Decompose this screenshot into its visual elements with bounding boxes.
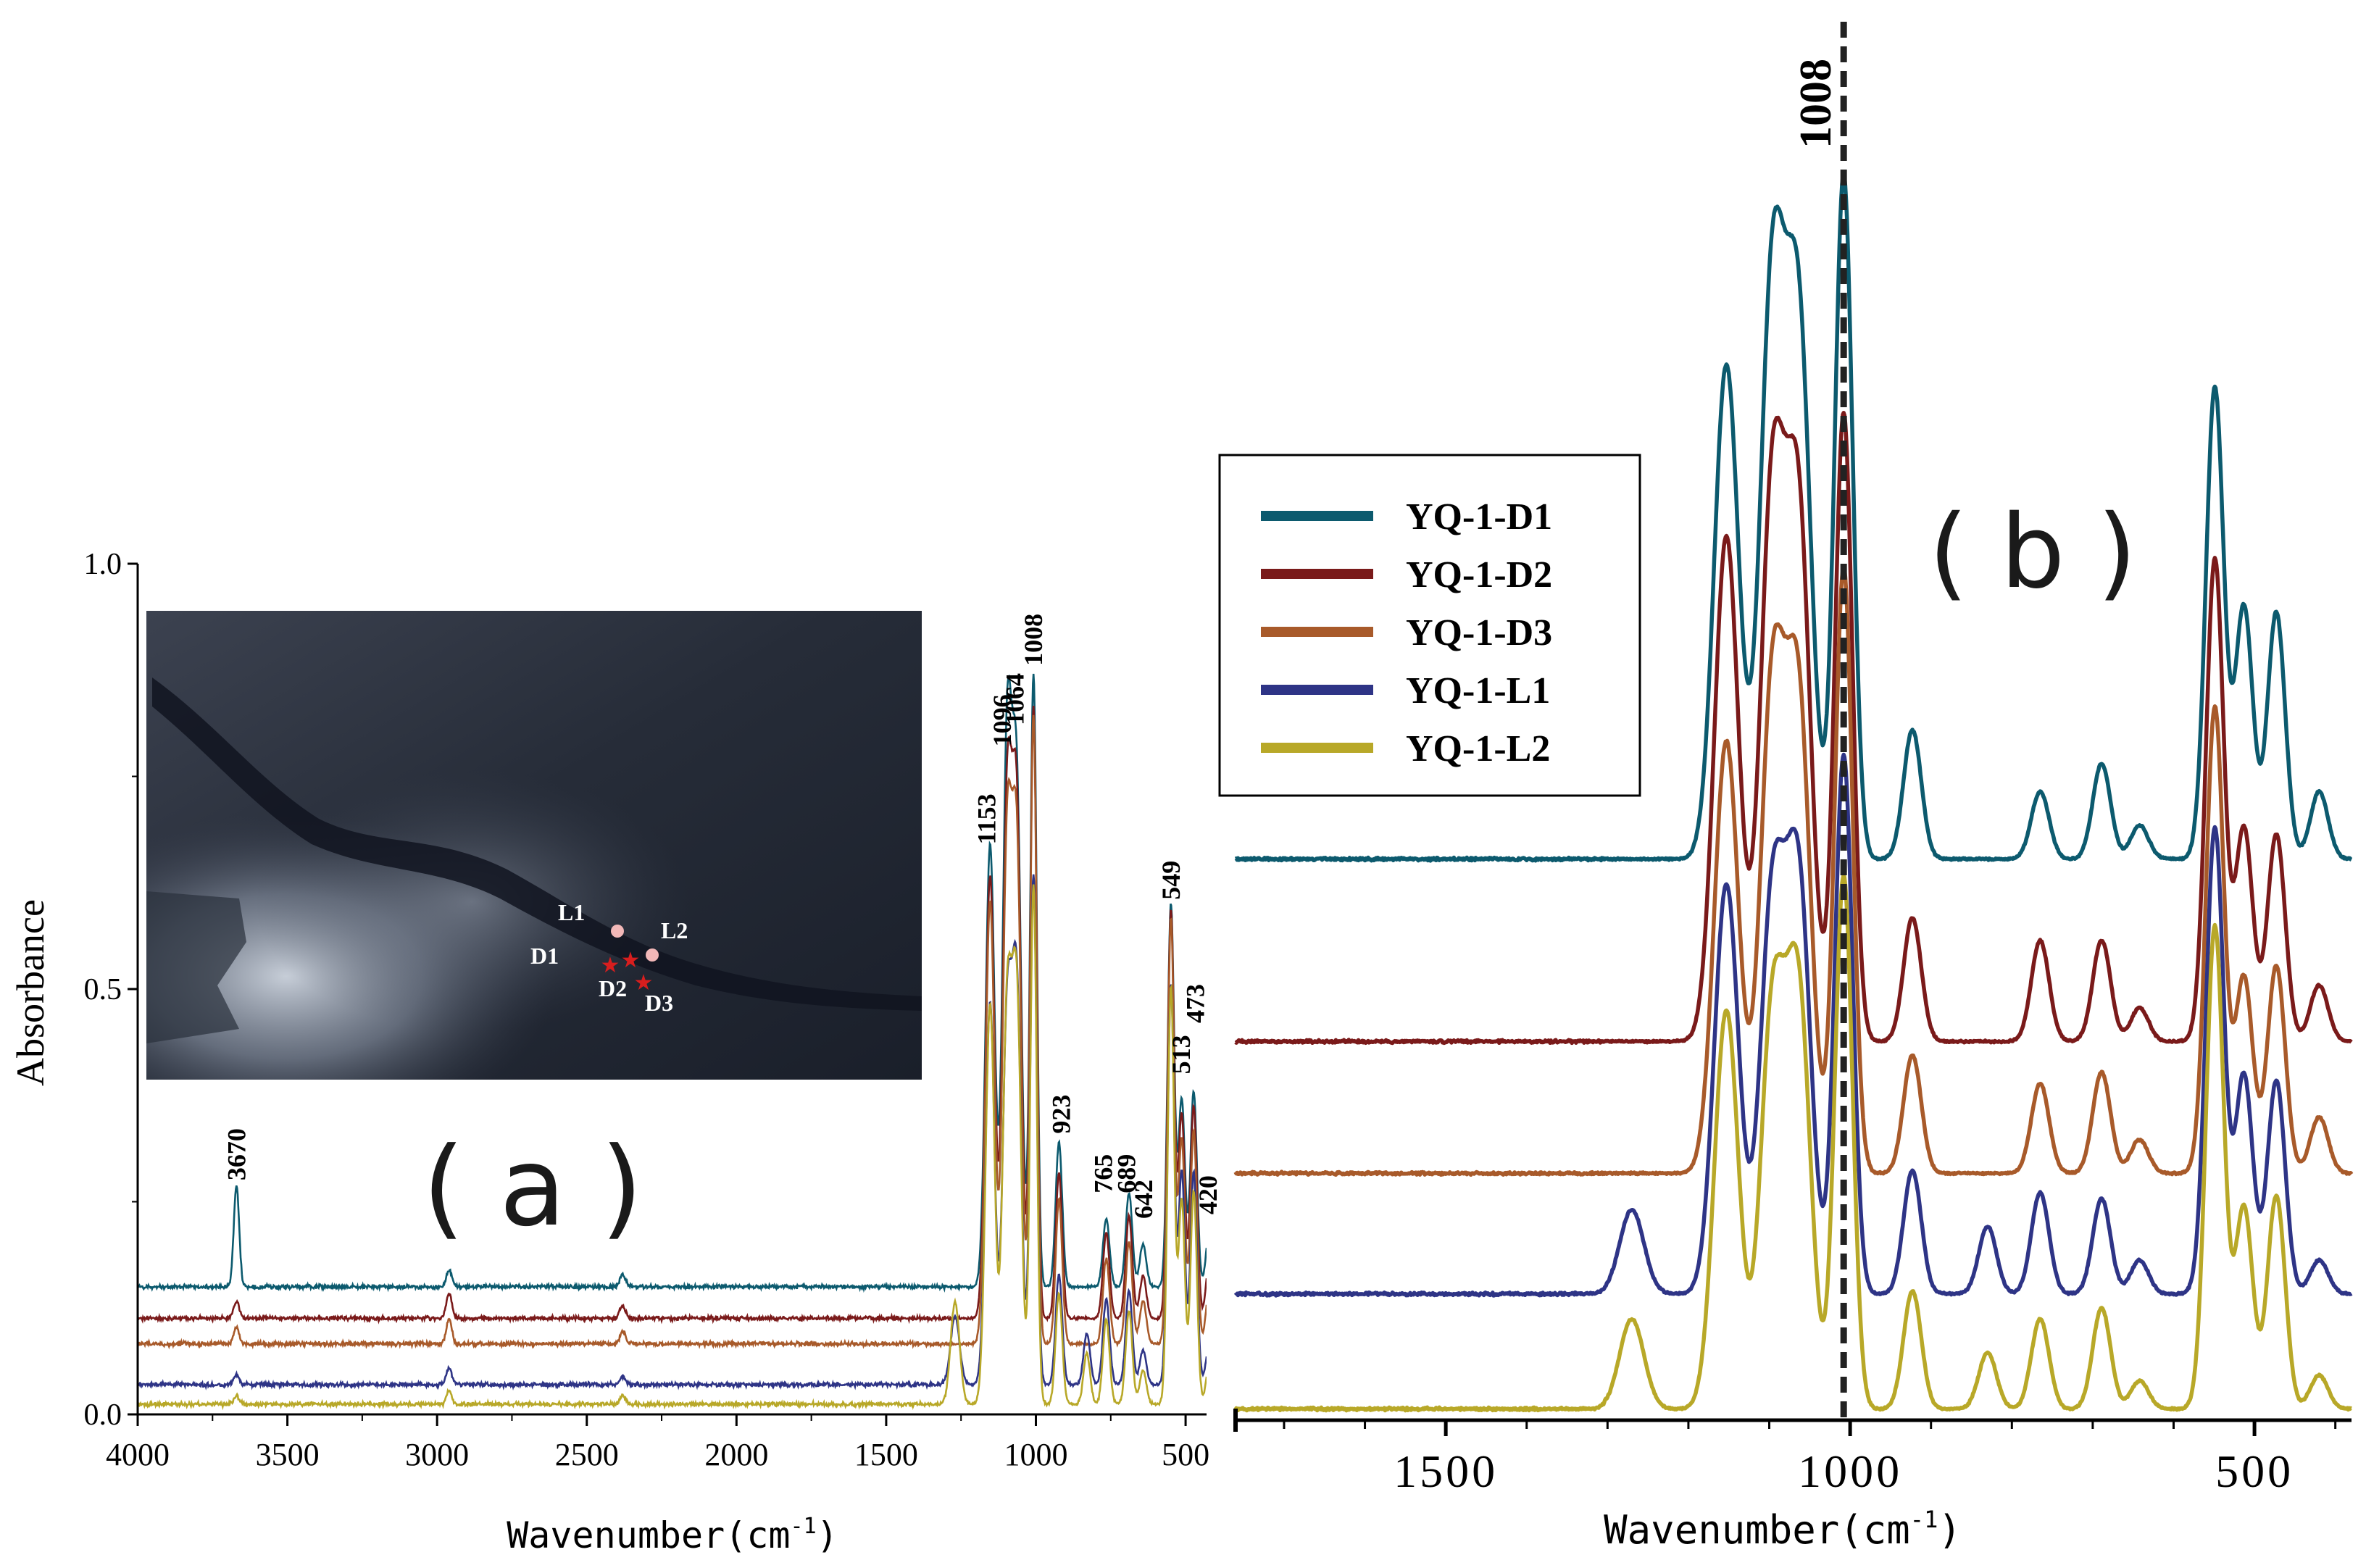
legend-label: YQ-1-D2 bbox=[1406, 554, 1552, 596]
panel-a-series-yq-1-l2 bbox=[138, 884, 1207, 1411]
panel-a-series-yq-1-d3 bbox=[138, 714, 1207, 1350]
panel-a-x-tick-label: 1500 bbox=[854, 1437, 918, 1472]
panel-a-peak-label: 549 bbox=[1157, 861, 1186, 900]
panel-a-y-tick-label: 0.5 bbox=[84, 973, 122, 1006]
legend-label: YQ-1-D1 bbox=[1406, 496, 1552, 538]
panel-a-peak-label: 1096 bbox=[988, 694, 1017, 746]
panel-a-x-tick-label: 2500 bbox=[555, 1437, 619, 1472]
panel-a-peak-label: 923 bbox=[1047, 1095, 1076, 1134]
panel-b-x-tick-label: 1500 bbox=[1394, 1446, 1498, 1497]
legend: YQ-1-D1 YQ-1-D2 YQ-1-D3 YQ-1-L1 YQ-1-L2 bbox=[1218, 454, 1641, 797]
inset-marker-label: D1 bbox=[530, 943, 559, 969]
panel-a-x-tick-label: 1000 bbox=[1004, 1437, 1067, 1472]
panel-a-peak-label: 642 bbox=[1129, 1180, 1158, 1219]
panel-a-x-tick-label: 3000 bbox=[405, 1437, 469, 1472]
panel-a-peak-label: 765 bbox=[1088, 1154, 1117, 1193]
panel-b-series-yq-1-d1 bbox=[1234, 172, 2353, 863]
inset-marker-label: L1 bbox=[558, 899, 585, 925]
panel-b-series-yq-1-d2 bbox=[1234, 410, 2353, 1046]
panel-b-series-group bbox=[1233, 172, 2354, 1413]
panel-b-series-yq-1-l1 bbox=[1233, 752, 2353, 1298]
panel-a-peak-label: 420 bbox=[1194, 1175, 1222, 1214]
inset-light-region-2 bbox=[146, 611, 922, 1080]
panel-a-peak-label: 1153 bbox=[972, 793, 1001, 844]
legend-label: YQ-1-L2 bbox=[1406, 728, 1550, 770]
panel-a-peak-label: 1008 bbox=[1019, 614, 1048, 666]
panel-a-x-tick-label: 4000 bbox=[106, 1437, 170, 1472]
inset-marker-label: D2 bbox=[599, 975, 627, 1001]
inset-marker-d2: ★ bbox=[621, 948, 641, 973]
panel-b-label: ( b ) bbox=[1928, 493, 2136, 612]
inset-marker-d1: ★ bbox=[601, 953, 620, 978]
panel-a-series-group bbox=[138, 673, 1207, 1411]
panel-a-peak-label: 689 bbox=[1112, 1154, 1141, 1193]
panel-a: 4000 3500 3000 2500 2000 1500 1000 500 0.0 0.5 1.0… bbox=[9, 548, 1222, 1556]
panel-a-y-tick-label: 1.0 bbox=[84, 548, 122, 581]
panel-a-ylabel: Absorbance bbox=[9, 899, 52, 1086]
panel-a-label: ( a ) bbox=[422, 1125, 643, 1251]
legend-label: YQ-1-D3 bbox=[1406, 612, 1552, 654]
panel-a-y-tick-label: 0.0 bbox=[84, 1398, 122, 1432]
panel-b-series-yq-1-l2 bbox=[1233, 872, 2353, 1413]
panel-b-x-tick-label: 1000 bbox=[1798, 1446, 1902, 1497]
panel-a-peak-label: 513 bbox=[1167, 1035, 1196, 1074]
panel-a-x-tick-label: 3500 bbox=[256, 1437, 320, 1472]
inset-dark-band bbox=[146, 891, 246, 1043]
panel-a-x-tick-label: 2000 bbox=[704, 1437, 768, 1472]
inset-marker-l2 bbox=[646, 948, 659, 962]
panel-a-x-tick-label: 500 bbox=[1162, 1437, 1209, 1472]
panel-a-xlabel: Wavenumber(cm-1) bbox=[507, 1514, 838, 1556]
legend-label: YQ-1-L1 bbox=[1406, 670, 1550, 712]
inset-marker-l1 bbox=[611, 925, 624, 938]
panel-a-peak-label: 3670 bbox=[222, 1128, 251, 1180]
panel-b-axes: 1500 1000 500 bbox=[1233, 1409, 2352, 1497]
inset-marker-label: L2 bbox=[661, 917, 688, 943]
panel-a-axes: 4000 3500 3000 2500 2000 1500 1000 500 0.0 0.5 1.0 bbox=[84, 548, 1210, 1472]
panel-a-peak-label: 473 bbox=[1180, 984, 1209, 1023]
panel-b-reference-line: 1008 bbox=[1791, 22, 1847, 1420]
panel-a-peak-label: 1064 bbox=[1001, 673, 1030, 725]
reference-line-label: 1008 bbox=[1791, 59, 1841, 149]
panel-b-x-tick-label: 500 bbox=[2215, 1446, 2294, 1497]
panel-b-series-yq-1-d3 bbox=[1233, 564, 2354, 1177]
panel-b-xlabel: Wavenumber(cm-1) bbox=[1604, 1506, 1962, 1553]
inset-marker-label: D3 bbox=[645, 990, 673, 1016]
inset-marker-d3: ★ bbox=[634, 970, 654, 996]
panel-b: 1500 1000 500 1008 Wavenumber(cm-1) ( b ) … bbox=[1218, 22, 2354, 1553]
